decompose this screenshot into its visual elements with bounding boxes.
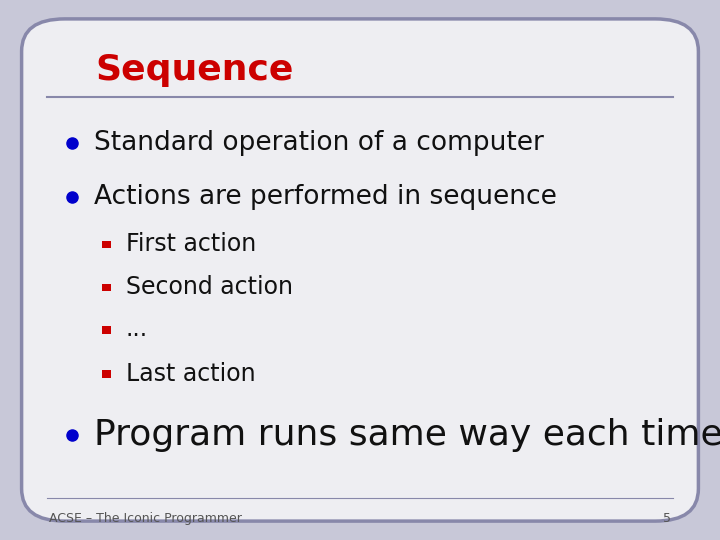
FancyBboxPatch shape xyxy=(102,370,111,378)
Text: Standard operation of a computer: Standard operation of a computer xyxy=(94,130,544,156)
Text: First action: First action xyxy=(126,232,256,256)
FancyBboxPatch shape xyxy=(102,326,111,334)
Text: ...: ... xyxy=(126,318,148,341)
FancyBboxPatch shape xyxy=(102,241,111,248)
Text: ACSE – The Iconic Programmer: ACSE – The Iconic Programmer xyxy=(49,512,242,525)
Text: Actions are performed in sequence: Actions are performed in sequence xyxy=(94,184,557,210)
FancyBboxPatch shape xyxy=(102,284,111,292)
Text: 5: 5 xyxy=(663,512,671,525)
Text: Last action: Last action xyxy=(126,362,256,386)
Text: Second action: Second action xyxy=(126,275,293,299)
FancyBboxPatch shape xyxy=(22,19,698,521)
Text: Sequence: Sequence xyxy=(95,53,294,87)
Text: Program runs same way each time: Program runs same way each time xyxy=(94,418,720,451)
